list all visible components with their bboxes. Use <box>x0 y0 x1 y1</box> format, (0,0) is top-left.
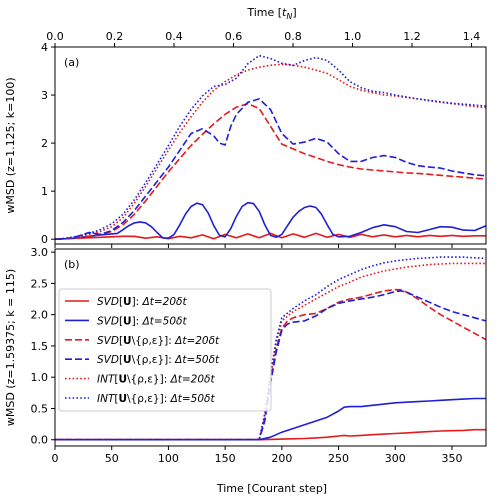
series-line-red-dashed <box>55 102 486 240</box>
series-line-blue-solid <box>55 397 486 441</box>
y-tick-label: 3.0 <box>31 246 49 259</box>
top-x-tick-label: 0.2 <box>106 30 124 43</box>
x-tick-label: 150 <box>215 452 236 465</box>
top-x-tick-label: 0.4 <box>165 30 183 43</box>
y-tick-label: 3 <box>41 89 48 102</box>
y-tick-label: 1.0 <box>31 371 49 384</box>
y-axis-label: wMSD (z=1.125; k=100) <box>4 77 17 213</box>
y-tick-label: 2.0 <box>31 309 49 322</box>
legend-entry: SVD[U\{ρ,ε}]: Δt=50δt <box>97 354 220 366</box>
legend-entry: SVD[U\{ρ,ε}]: Δt=20δt <box>97 335 220 347</box>
top-x-tick-label: 0.8 <box>284 30 302 43</box>
y-tick-label: 2 <box>41 137 48 150</box>
top-axis-label: Time [tN] <box>246 6 296 21</box>
legend-entry: SVD[U]: Δt=50δt <box>97 315 187 327</box>
x-tick-label: 200 <box>271 452 292 465</box>
panel-a: 0 1 2 3 4 (a) wMSD (z=1.125; k=100) <box>4 41 487 248</box>
top-time-axis: 0.0 0.2 0.4 0.6 0.8 1.0 1.2 1.4 <box>46 30 480 47</box>
panel-label: (b) <box>64 258 80 271</box>
series-line-red-solid <box>55 428 486 441</box>
y-tick-label: 2.5 <box>31 277 49 290</box>
x-tick-label: 300 <box>385 452 406 465</box>
series-line-red-solid <box>55 232 486 240</box>
panel-b: 0.0 0.5 1.0 1.5 2.0 2.5 3.0 0 50 100 150 200 250 300 3… <box>4 246 487 465</box>
y-tick-label: 0 <box>41 233 48 246</box>
legend-entry: INT[U\{ρ,ε}]: Δt=20δt <box>97 374 215 386</box>
x-tick-label: 250 <box>328 452 349 465</box>
y-tick-label: 1.5 <box>31 340 49 353</box>
legend-box <box>58 288 272 412</box>
legend-entry: SVD[U]: Δt=20δt <box>97 296 187 308</box>
x-tick-label: 100 <box>158 452 179 465</box>
series-line-blue-solid <box>55 201 486 240</box>
y-tick-label: 0.0 <box>31 434 49 447</box>
top-x-tick-label: 1.0 <box>344 30 362 43</box>
top-x-tick-label: 0.0 <box>46 30 64 43</box>
x-tick-label: 350 <box>441 452 462 465</box>
bottom-axis-label: Time [Courant step] <box>216 482 327 495</box>
series-line-red-dotted <box>55 63 486 240</box>
x-tick-label: 50 <box>105 452 119 465</box>
legend-entry: INT[U\{ρ,ε}]: Δt=50δt <box>97 393 215 405</box>
top-x-tick-label: 1.2 <box>403 30 421 43</box>
plot-frame <box>54 46 487 245</box>
series-line-blue-dotted <box>55 256 486 441</box>
top-x-tick-label: 0.6 <box>225 30 243 43</box>
x-tick-label: 0 <box>52 452 59 465</box>
top-x-tick-label: 1.4 <box>463 30 481 43</box>
series-line-blue-dashed <box>55 290 486 441</box>
y-tick-label: 0.5 <box>31 402 49 415</box>
plot-frame <box>54 248 487 447</box>
panel-label: (a) <box>64 56 79 69</box>
legend: SVD[U]: Δt=20δt SVD[U]: Δt=50δt SVD[U\{ρ,ε… <box>58 288 272 412</box>
series-line-blue-dotted <box>55 54 486 240</box>
series-line-blue-dashed <box>55 98 486 240</box>
y-tick-label: 1 <box>41 185 48 198</box>
y-tick-label: 4 <box>41 41 48 54</box>
y-axis-label: wMSD (z=1.59375; k = 115) <box>4 269 17 426</box>
